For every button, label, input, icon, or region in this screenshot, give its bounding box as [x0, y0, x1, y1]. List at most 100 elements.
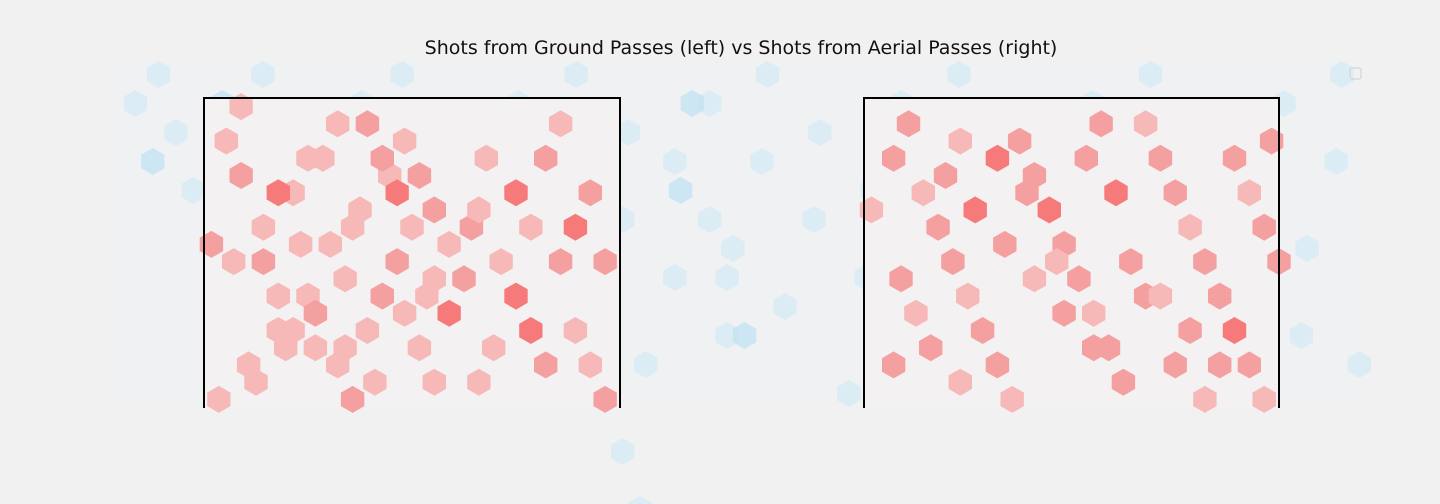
shot-hex-aerial-passes [1067, 265, 1091, 293]
shot-hex-ground-passes [281, 317, 305, 344]
shot-hex-aerial-passes [1208, 351, 1232, 379]
panel-aerial-passes [859, 110, 1291, 413]
background-hex [164, 119, 188, 146]
background-hex [1289, 322, 1314, 349]
shot-hex-ground-passes [482, 334, 506, 362]
shot-hex-ground-passes [504, 282, 528, 310]
shot-hex-aerial-passes [1148, 144, 1173, 172]
shot-hex-aerial-passes [911, 179, 935, 207]
background-hex [1324, 148, 1348, 175]
shot-hex-aerial-passes [993, 230, 1017, 258]
shot-hex-aerial-passes [985, 351, 1010, 379]
shot-hex-aerial-passes [1015, 179, 1039, 207]
shot-hex-aerial-passes [941, 248, 965, 276]
background-hex [181, 177, 205, 204]
shot-hex-ground-passes [593, 385, 617, 413]
shot-hex-ground-passes [222, 248, 246, 276]
shot-hex-ground-passes [355, 110, 380, 138]
shot-hex-aerial-passes [1052, 299, 1076, 327]
shot-hex-ground-passes [437, 299, 461, 327]
shot-hex-ground-passes [340, 385, 365, 413]
shot-hex-ground-passes [392, 127, 417, 155]
shot-hex-ground-passes [467, 368, 491, 396]
background-hex [715, 264, 739, 291]
shot-hex-aerial-passes [1045, 248, 1069, 276]
background-hex [680, 90, 704, 117]
shot-hex-ground-passes [385, 248, 409, 276]
shot-hex-ground-passes [422, 368, 446, 396]
shot-hex-aerial-passes [1037, 196, 1061, 224]
shot-hex-aerial-passes [1089, 110, 1113, 138]
shot-hex-aerial-passes [1022, 265, 1047, 293]
background-hex [390, 61, 414, 88]
shot-hex-aerial-passes [1000, 385, 1024, 413]
shot-hex-ground-passes [266, 179, 290, 207]
shot-hex-ground-passes [251, 248, 276, 276]
shot-hex-ground-passes [214, 127, 238, 155]
shot-hex-ground-passes [370, 282, 394, 310]
shot-hex-ground-passes [333, 265, 357, 293]
background-hex [611, 438, 635, 465]
background-hex [698, 206, 722, 233]
shot-hex-ground-passes [199, 230, 224, 258]
shot-hex-aerial-passes [1148, 282, 1173, 310]
shot-hex-aerial-passes [1074, 144, 1098, 172]
shot-hex-ground-passes [519, 317, 543, 344]
shot-hex-ground-passes [400, 213, 424, 241]
shot-hex-aerial-passes [963, 196, 987, 224]
legend-box [1349, 67, 1362, 80]
shot-hex-aerial-passes [882, 351, 906, 379]
shot-hex-aerial-passes [1259, 127, 1284, 155]
shot-hex-aerial-passes [1163, 179, 1187, 207]
shot-hex-ground-passes [340, 213, 365, 241]
pitch-outline-ground [203, 97, 621, 408]
background-hex [732, 322, 757, 349]
shot-hex-aerial-passes [1111, 368, 1136, 396]
background-hex [628, 496, 652, 504]
shot-hex-aerial-passes [1082, 334, 1106, 362]
background-hex [1295, 235, 1319, 262]
shot-hex-aerial-passes [948, 368, 972, 396]
background-hex [802, 206, 826, 233]
background-hex [837, 380, 861, 407]
shot-hex-ground-passes [563, 317, 588, 344]
shot-hex-aerial-passes [1193, 248, 1217, 276]
background-hex [755, 61, 780, 88]
shot-hex-aerial-passes [926, 213, 950, 241]
shot-hex-ground-passes [474, 144, 498, 172]
shot-hex-ground-passes [229, 162, 253, 189]
background-hex [634, 351, 658, 378]
shot-hex-ground-passes [452, 265, 476, 293]
shot-hex-aerial-passes [1193, 385, 1217, 413]
shot-hex-ground-passes [548, 110, 573, 138]
background-hex [146, 61, 171, 88]
shot-hex-aerial-passes [1178, 213, 1202, 241]
shot-hex-ground-passes [326, 351, 350, 379]
shot-hex-ground-passes [467, 196, 491, 224]
shot-hex-ground-passes [392, 299, 417, 327]
shot-hex-ground-passes [437, 230, 461, 258]
shot-hex-aerial-passes [1178, 317, 1202, 344]
shot-hex-ground-passes [407, 334, 432, 362]
shot-hex-aerial-passes [882, 144, 906, 172]
panel-ground-passes [199, 93, 617, 413]
shot-hex-aerial-passes [1237, 351, 1261, 379]
shot-hex-ground-passes [355, 317, 380, 344]
background-hex [750, 148, 774, 175]
shot-hex-ground-passes [363, 368, 387, 396]
shot-hex-ground-passes [407, 162, 432, 189]
background-hex [663, 148, 687, 175]
shot-hex-ground-passes [593, 248, 617, 276]
shot-hex-aerial-passes [1119, 248, 1143, 276]
shot-hex-ground-passes [251, 213, 276, 241]
shot-hex-ground-passes [578, 351, 602, 379]
background-hex [668, 177, 693, 204]
shot-hex-ground-passes [288, 230, 313, 258]
background-hex [1347, 351, 1371, 378]
shot-hex-aerial-passes [985, 144, 1010, 172]
background-hex [123, 90, 148, 117]
shot-hex-ground-passes [266, 282, 290, 310]
shot-hex-ground-passes [303, 299, 328, 327]
shot-hex-aerial-passes [1222, 317, 1247, 344]
